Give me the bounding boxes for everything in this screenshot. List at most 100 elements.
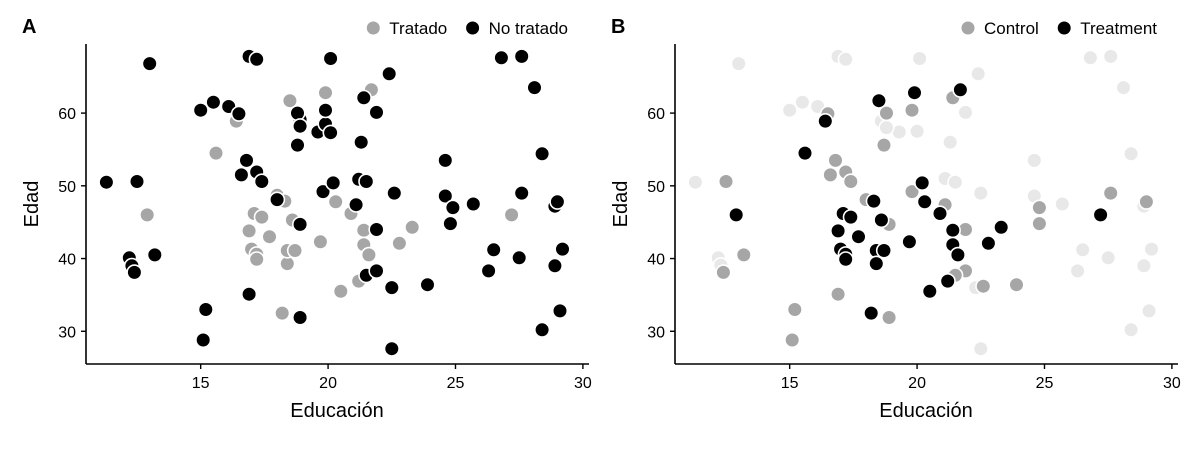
legend-label: Control <box>984 19 1039 38</box>
data-point <box>195 331 212 349</box>
legend-label: Treatment <box>1080 19 1157 38</box>
data-point <box>386 185 403 202</box>
y-tick-label: 50 <box>647 179 665 196</box>
data-point <box>286 242 304 259</box>
data-point <box>207 145 225 162</box>
data-point <box>1069 262 1086 280</box>
data-point <box>383 340 400 357</box>
data-point <box>829 222 847 239</box>
legend: Control Treatment <box>959 19 1157 38</box>
y-tick-label: 30 <box>58 324 76 341</box>
data-point <box>873 211 890 229</box>
data-point <box>1026 152 1043 169</box>
data-point <box>368 262 385 280</box>
data-point <box>850 228 867 245</box>
data-point <box>253 173 270 190</box>
data-point <box>146 246 163 263</box>
data-point <box>381 65 398 82</box>
data-point <box>970 65 987 82</box>
y-tick-label: 40 <box>647 252 665 269</box>
data-point <box>511 249 528 266</box>
data-point <box>314 183 332 200</box>
data-point <box>241 222 258 239</box>
data-point <box>903 183 921 200</box>
legend-swatch <box>365 19 382 37</box>
legend-swatch <box>959 19 977 37</box>
data-point <box>192 102 209 119</box>
data-point <box>1074 241 1091 258</box>
data-point <box>842 209 859 226</box>
data-point <box>949 246 967 263</box>
data-point <box>554 241 571 258</box>
data-point <box>253 209 270 226</box>
data-point <box>348 196 365 213</box>
data-point <box>735 246 752 263</box>
x-tick-label: 25 <box>1036 375 1054 392</box>
data-point <box>485 241 502 258</box>
data-point <box>355 89 372 106</box>
data-point <box>796 145 814 162</box>
data-point <box>317 102 334 119</box>
data-point <box>322 50 339 67</box>
data-point <box>980 235 997 252</box>
data-point <box>878 119 895 136</box>
data-point <box>289 104 306 122</box>
data-point <box>292 216 309 233</box>
points-group <box>687 48 1160 357</box>
data-point <box>419 276 436 293</box>
data-point <box>715 264 732 281</box>
data-point <box>261 228 278 245</box>
data-point <box>368 221 385 238</box>
data-point <box>480 262 497 280</box>
data-point <box>972 185 989 202</box>
data-point <box>444 199 462 216</box>
data-point <box>1122 145 1140 162</box>
data-point <box>197 301 214 318</box>
panel-tag: A <box>22 16 36 38</box>
data-point <box>975 278 992 295</box>
data-point <box>322 124 339 141</box>
data-point <box>274 305 291 322</box>
data-point <box>368 104 385 121</box>
data-point <box>1115 79 1132 96</box>
data-point <box>1102 185 1119 202</box>
data-point <box>325 174 342 191</box>
y-tick-label: 50 <box>58 179 76 196</box>
data-point <box>829 286 847 303</box>
data-point <box>1008 276 1025 293</box>
data-point <box>238 152 255 169</box>
data-point <box>551 302 569 320</box>
data-point <box>947 174 964 191</box>
data-point <box>513 185 530 202</box>
data-point <box>230 105 247 122</box>
y-tick-label: 40 <box>58 252 76 269</box>
data-point <box>360 246 378 263</box>
data-point <box>908 123 926 140</box>
data-point <box>549 193 566 210</box>
x-tick-label: 15 <box>781 375 799 392</box>
data-point <box>939 273 956 290</box>
data-point <box>442 215 459 232</box>
y-tick-label: 60 <box>58 106 76 123</box>
data-point <box>687 174 704 191</box>
data-point <box>993 219 1010 236</box>
data-point <box>391 235 408 252</box>
data-point <box>822 166 839 183</box>
y-axis-title: Edad <box>21 181 43 228</box>
legend-swatch <box>464 19 481 37</box>
data-point <box>248 51 265 68</box>
data-point <box>327 193 344 210</box>
data-point <box>1122 321 1140 338</box>
data-point <box>952 81 969 98</box>
data-point <box>865 193 882 210</box>
data-point <box>1140 302 1158 320</box>
data-point <box>817 112 834 130</box>
legend: Tratado No tratado <box>365 19 568 38</box>
data-point <box>870 92 888 109</box>
data-point <box>880 309 898 326</box>
data-point <box>901 233 918 250</box>
data-point <box>730 55 747 72</box>
legend-label: Tratado <box>389 19 447 38</box>
panel-tag: B <box>611 16 625 38</box>
